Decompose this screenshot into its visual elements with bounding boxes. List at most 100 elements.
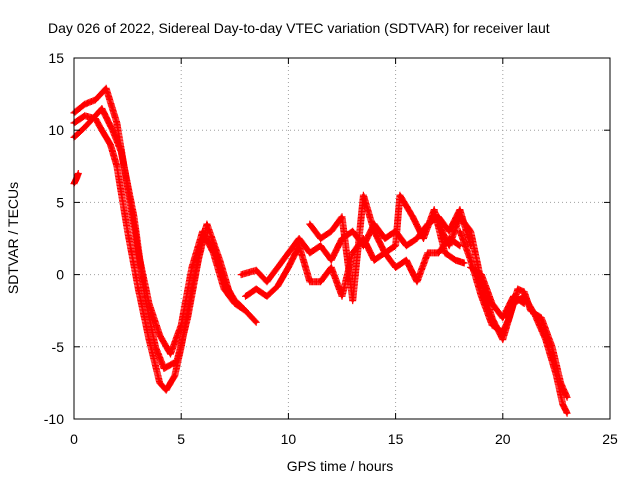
y-tick-labels: -10 -5 0 5 10 15 [44, 50, 64, 427]
data-point [501, 330, 505, 334]
data-point [490, 301, 494, 305]
data-point [404, 244, 408, 248]
data-point [501, 338, 505, 342]
data-point [432, 208, 436, 212]
data-point [340, 215, 344, 219]
data-point [394, 244, 398, 248]
data-point [565, 395, 569, 399]
data-point [218, 258, 222, 262]
data-point [297, 244, 301, 248]
chart-title: Day 026 of 2022, Sidereal Day-to-day VTE… [48, 20, 550, 36]
data-point [372, 229, 376, 233]
data-point [244, 309, 248, 313]
data-point [383, 237, 387, 240]
data-point [516, 287, 520, 291]
data-point [469, 265, 473, 269]
data-point [351, 299, 355, 303]
data-point [490, 323, 494, 327]
x-tick-labels: 0 5 10 15 20 25 [70, 431, 618, 447]
data-point [276, 284, 280, 288]
data-point [158, 381, 162, 385]
data-point [162, 366, 166, 370]
data-point [186, 316, 190, 320]
data-point [340, 294, 344, 298]
data-point [244, 294, 248, 298]
data-point [286, 251, 290, 255]
data-point [329, 265, 333, 269]
y-tick-label: -5 [52, 339, 65, 355]
data-point [443, 251, 447, 255]
series-marks [467, 263, 528, 322]
data-point [190, 265, 194, 269]
data-point [164, 388, 168, 392]
series-marks [306, 191, 468, 305]
data-point [522, 301, 526, 305]
data-point [132, 215, 136, 219]
data-point [415, 237, 419, 240]
data-point [104, 86, 108, 90]
data-point [458, 229, 462, 233]
data-point [479, 294, 483, 298]
y-tick-label: 15 [48, 50, 64, 66]
data-point [447, 244, 451, 248]
data-point [100, 128, 104, 132]
data-point [239, 304, 243, 308]
data-point [361, 237, 365, 240]
y-tick-label: 10 [48, 122, 64, 138]
data-point [196, 258, 200, 262]
data-point [108, 143, 112, 147]
data-point [458, 208, 462, 212]
data-point [351, 251, 355, 255]
data-point [319, 280, 323, 284]
data-point [394, 265, 398, 269]
data-point [229, 294, 233, 298]
data-point [179, 323, 183, 327]
data-point [175, 359, 179, 363]
series-marks [70, 170, 82, 188]
data-point [447, 229, 451, 233]
data-point [297, 237, 301, 240]
data-point [254, 287, 258, 291]
data-point [100, 107, 104, 111]
x-tick-label: 25 [602, 431, 618, 447]
data-point [398, 193, 402, 197]
data-point [153, 345, 157, 349]
data-point [529, 309, 533, 313]
y-tick-label: 5 [56, 194, 64, 210]
data-point [415, 280, 419, 284]
data-point [83, 102, 87, 106]
data-point [361, 193, 365, 197]
data-point [522, 290, 526, 294]
data-point [147, 338, 151, 342]
data-point [479, 273, 483, 277]
data-point [329, 258, 333, 262]
data-point [404, 258, 408, 262]
data-point [83, 114, 87, 118]
data-point [265, 280, 269, 284]
data-point [254, 320, 258, 324]
data-point [308, 251, 312, 255]
data-point [436, 251, 440, 255]
data-point [458, 244, 462, 248]
data-point [136, 287, 140, 291]
data-point [76, 172, 80, 176]
data-point [143, 294, 147, 298]
data-point [308, 222, 312, 226]
x-axis-label: GPS time / hours [287, 458, 394, 474]
data-point [126, 229, 130, 233]
data-point [512, 294, 516, 298]
data-point [469, 229, 473, 233]
plot-frame [73, 57, 611, 420]
data-point [421, 237, 425, 240]
x-tick-label: 5 [177, 431, 185, 447]
data-point [501, 316, 505, 320]
series-marks [242, 235, 464, 300]
x-tick-label: 20 [495, 431, 511, 447]
data-point [561, 403, 565, 407]
data-point [158, 333, 162, 337]
data-point [411, 215, 415, 219]
y-axis-label: SDTVAR / TECUs [5, 182, 21, 294]
y-tick-label: -10 [44, 411, 64, 427]
data-point [458, 215, 462, 219]
